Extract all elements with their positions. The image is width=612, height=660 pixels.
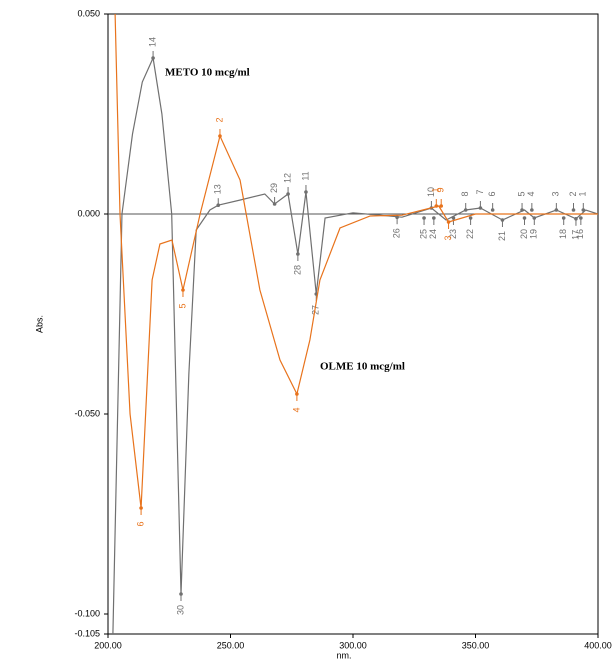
x-tick-label: 350.00 [462, 640, 490, 650]
peak-label: 1 [578, 191, 588, 196]
x-tick-label: 400.00 [584, 640, 612, 650]
peak-label: 3 [443, 235, 453, 240]
peak-label: 25 [418, 229, 428, 239]
peak-label: 1 [431, 187, 441, 192]
peak-label: 4 [291, 407, 301, 412]
peak-label: 14 [147, 37, 157, 47]
peak-label: 2 [568, 191, 578, 196]
peak-label: 3 [551, 191, 561, 196]
peak-label: 4 [526, 191, 536, 196]
peak-label: 6 [135, 521, 145, 526]
peak-label: 18 [558, 229, 568, 239]
x-tick-label: 250.00 [217, 640, 245, 650]
peak-label: 28 [292, 265, 302, 275]
peak-label: 5 [177, 303, 187, 308]
peak-label: 13 [213, 184, 223, 194]
spectrum-line [112, 55, 598, 634]
peak-label: 27 [311, 305, 321, 315]
peak-label: 11 [300, 171, 310, 180]
y-tick-label: -0.105 [74, 628, 100, 638]
peak-label: 7 [475, 189, 485, 194]
y-axis-label: Abs. [34, 315, 44, 333]
y-tick-label: -0.100 [74, 608, 100, 618]
y-tick-label: 0.050 [77, 8, 100, 18]
peak-label: 22 [465, 229, 475, 239]
peak-label: 21 [497, 231, 507, 241]
series-label: OLME 10 mcg/ml [320, 361, 405, 373]
y-tick-label: 0.000 [77, 208, 100, 218]
plot-frame [107, 13, 599, 635]
peak-label: 29 [269, 183, 279, 193]
x-tick-label: 300.00 [339, 640, 367, 650]
peak-label: 9 [436, 187, 446, 192]
peak-label: 10 [426, 187, 436, 197]
peak-label: 5 [516, 191, 526, 196]
spectrum-line [114, 14, 598, 509]
peak-label: 19 [529, 229, 539, 239]
peak-label: 26 [391, 228, 401, 238]
peak-label: 12 [282, 173, 292, 183]
peak-label: 2 [214, 117, 224, 122]
peak-label: 30 [175, 605, 185, 615]
peak-label: 20 [519, 229, 529, 239]
peak-label: 6 [487, 191, 497, 196]
x-tick-label: 200.00 [94, 640, 122, 650]
peak-label: 17 [570, 230, 580, 240]
peak-label: 24 [428, 229, 438, 239]
y-tick-label: -0.050 [74, 408, 100, 418]
x-axis-label: nm. [336, 650, 351, 660]
series-label: METO 10 mcg/ml [165, 67, 250, 79]
peak-label: 8 [460, 191, 470, 196]
peak-label: 16 [575, 229, 585, 239]
peak-label: 23 [448, 229, 458, 239]
